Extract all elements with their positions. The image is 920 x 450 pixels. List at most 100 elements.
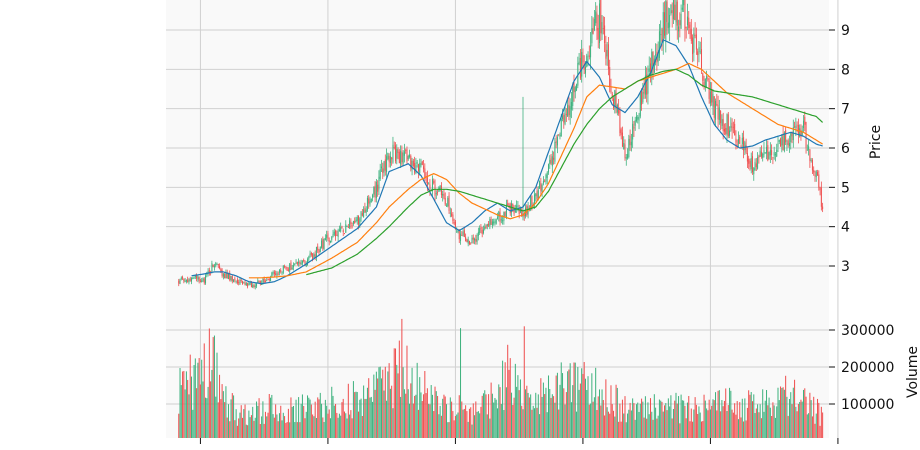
volume-bar bbox=[259, 424, 261, 438]
volume-bar bbox=[368, 378, 370, 438]
volume-bar bbox=[769, 407, 771, 438]
volume-bar bbox=[389, 388, 391, 438]
candle-body bbox=[451, 213, 453, 216]
candle-body bbox=[572, 85, 574, 107]
candle-body bbox=[518, 207, 520, 214]
volume-bar bbox=[405, 393, 407, 438]
candle-body bbox=[590, 45, 592, 58]
candle-body bbox=[778, 139, 780, 142]
volume-bar bbox=[275, 404, 277, 438]
volume-bar bbox=[639, 403, 641, 438]
volume-bar bbox=[569, 363, 571, 438]
volume-bar bbox=[717, 390, 719, 438]
candle-body bbox=[313, 254, 315, 258]
volume-bar bbox=[782, 387, 784, 438]
candle-body bbox=[365, 209, 367, 213]
candle-body bbox=[488, 223, 490, 226]
volume-bar bbox=[270, 397, 272, 438]
volume-bar bbox=[698, 406, 700, 438]
candle-body bbox=[545, 174, 547, 182]
volume-bar bbox=[372, 401, 374, 438]
volume-bar bbox=[300, 403, 302, 438]
volume-bar bbox=[768, 397, 770, 438]
candle-body bbox=[695, 34, 697, 50]
volume-bar bbox=[433, 411, 435, 438]
candle-body bbox=[264, 281, 266, 283]
candle-body bbox=[569, 106, 571, 117]
candle-body bbox=[281, 272, 283, 274]
volume-bar bbox=[634, 419, 636, 438]
candle-body bbox=[721, 118, 723, 126]
volume-bar bbox=[401, 318, 403, 438]
candle-body bbox=[236, 279, 238, 284]
volume-bar bbox=[199, 384, 201, 438]
candle-body bbox=[489, 219, 491, 227]
volume-bar bbox=[533, 408, 535, 438]
volume-bar bbox=[736, 401, 738, 438]
volume-bar bbox=[257, 405, 259, 438]
candle-body bbox=[343, 233, 346, 234]
candle-body bbox=[632, 123, 634, 140]
volume-bar bbox=[671, 418, 673, 438]
volume-bar bbox=[258, 398, 260, 438]
candle-body bbox=[736, 144, 738, 147]
candle-body bbox=[715, 100, 717, 120]
candle-body bbox=[444, 197, 446, 205]
volume-bar bbox=[184, 389, 186, 438]
candle-body bbox=[643, 88, 645, 94]
volume-bar bbox=[602, 400, 604, 438]
volume-bar bbox=[695, 404, 697, 438]
volume-bar bbox=[672, 408, 674, 438]
volume-bar bbox=[799, 401, 801, 438]
candle-body bbox=[750, 158, 752, 170]
volume-bar bbox=[788, 399, 790, 438]
volume-bar bbox=[378, 367, 380, 438]
volume-bar bbox=[666, 410, 668, 438]
candle-body bbox=[670, 4, 672, 14]
volume-bar bbox=[336, 412, 338, 438]
candle-body bbox=[363, 209, 365, 218]
volume-bar bbox=[415, 394, 417, 438]
volume-bar bbox=[604, 415, 606, 438]
volume-bar bbox=[627, 413, 629, 438]
volume-bar bbox=[346, 418, 348, 438]
candle-body bbox=[184, 280, 186, 282]
candle-body bbox=[582, 55, 584, 63]
candle-body bbox=[810, 159, 812, 161]
volume-bar bbox=[187, 379, 189, 438]
candle-body bbox=[642, 92, 644, 103]
candle-body bbox=[768, 152, 770, 159]
candle-body bbox=[541, 184, 543, 192]
volume-bar bbox=[704, 400, 706, 438]
candle-body bbox=[352, 220, 354, 225]
volume-bar bbox=[230, 399, 232, 438]
candle-body bbox=[634, 120, 636, 126]
candle-body bbox=[771, 150, 773, 156]
volume-bar bbox=[688, 395, 690, 438]
candle-body bbox=[681, 7, 683, 10]
volume-bar bbox=[292, 406, 295, 438]
candle-body bbox=[678, 26, 680, 32]
candle-body bbox=[350, 221, 352, 225]
candle-body bbox=[797, 125, 799, 136]
volume-bar bbox=[276, 414, 278, 438]
volume-bar bbox=[229, 421, 231, 438]
volume-bar bbox=[794, 379, 796, 438]
volume-bar bbox=[822, 412, 824, 438]
volume-bar bbox=[555, 375, 557, 438]
volume-bar bbox=[379, 366, 381, 438]
volume-bar bbox=[809, 392, 811, 438]
volume-bar bbox=[734, 403, 736, 438]
volume-bar bbox=[549, 389, 551, 438]
volume-bar bbox=[358, 411, 360, 438]
volume-bar bbox=[522, 409, 524, 438]
candle-body bbox=[421, 161, 423, 165]
volume-bar bbox=[248, 410, 250, 438]
candle-body bbox=[757, 157, 759, 169]
candle-body bbox=[358, 216, 360, 225]
candle-body bbox=[337, 230, 339, 237]
candle-body bbox=[207, 271, 209, 274]
candle-body bbox=[466, 239, 468, 243]
candle-body bbox=[409, 154, 411, 157]
volume-bar bbox=[563, 388, 565, 438]
